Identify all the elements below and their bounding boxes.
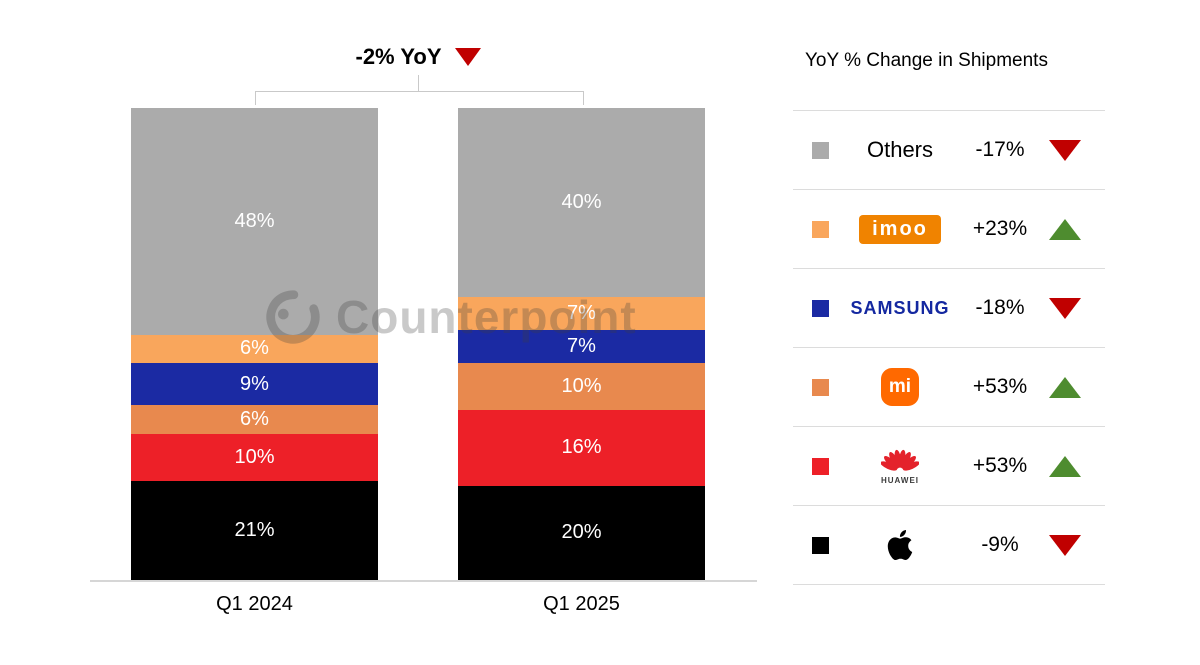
legend-row-apple: -9% xyxy=(793,505,1105,585)
segment-value-label: 7% xyxy=(567,301,596,324)
segment-value-label: 10% xyxy=(561,374,602,397)
legend-trend-cell xyxy=(1035,218,1095,240)
legend-title: YoY % Change in Shipments xyxy=(805,50,1048,71)
legend-change-xiaomi: +53% xyxy=(972,375,1028,398)
legend-change-samsung: -18% xyxy=(975,296,1025,319)
segment-huawei-q1-2025: 16% xyxy=(458,410,705,486)
segment-apple-q1-2024: 21% xyxy=(131,480,378,580)
legend-swatch-xiaomi xyxy=(812,378,829,396)
segment-imoo-q1-2024: 6% xyxy=(131,334,378,363)
segment-value-label: 40% xyxy=(561,190,602,213)
legend-change-imoo: +23% xyxy=(972,217,1028,240)
bracket-line xyxy=(255,91,584,105)
legend-swatch-samsung xyxy=(812,299,829,317)
up-triangle-icon xyxy=(1049,218,1081,240)
legend-brand-samsung: SAMSUNG xyxy=(835,298,965,319)
segment-value-label: 7% xyxy=(567,334,596,357)
segment-value-label: 9% xyxy=(240,372,269,395)
legend-row-imoo: imoo +23% xyxy=(793,189,1105,268)
apple-logo-icon xyxy=(887,530,913,560)
legend-row-others: Others -17% xyxy=(793,110,1105,189)
imoo-logo: imoo xyxy=(859,214,941,244)
segment-xiaomi-q1-2024: 6% xyxy=(131,405,378,434)
down-triangle-icon xyxy=(1049,139,1081,161)
stacked-bar-q1-2025: 40% 7% 7% 10% 16% 20% xyxy=(458,108,705,580)
legend-brand-xiaomi: mi xyxy=(835,368,965,406)
legend-brand-apple xyxy=(835,530,965,560)
segment-apple-q1-2025: 20% xyxy=(458,485,705,580)
legend-trend-cell xyxy=(1035,534,1095,556)
legend-swatch-huawei xyxy=(812,457,829,475)
brand-label: Others xyxy=(866,137,934,162)
legend-swatch-others xyxy=(812,141,829,159)
legend-brand-imoo: imoo xyxy=(835,214,965,244)
legend-row-samsung: SAMSUNG -18% xyxy=(793,268,1105,347)
huawei-wordmark: HUAWEI xyxy=(881,475,919,485)
segment-value-label: 6% xyxy=(240,407,269,430)
category-label-q1-2024: Q1 2024 xyxy=(216,593,293,615)
legend-row-xiaomi: mi +53% xyxy=(793,347,1105,426)
down-triangle-icon xyxy=(1049,534,1081,556)
legend-change-apple: -9% xyxy=(981,533,1019,556)
bracket-stem-line xyxy=(418,75,419,91)
legend-brand-others: Others xyxy=(835,137,965,163)
segment-value-label: 16% xyxy=(561,436,602,459)
legend-brand-huawei: HUAWEI xyxy=(835,448,965,485)
segment-value-label: 10% xyxy=(234,445,275,468)
segment-value-label: 48% xyxy=(234,209,275,232)
segment-value-label: 20% xyxy=(561,521,602,544)
down-triangle-icon xyxy=(1049,297,1081,319)
segment-xiaomi-q1-2025: 10% xyxy=(458,362,705,411)
legend-rows-host: Others -17% imoo +23% SAMSUNG -18% mi +53% HUAWE… xyxy=(793,110,1105,585)
samsung-logo: SAMSUNG xyxy=(850,297,950,318)
down-triangle-icon xyxy=(454,48,481,66)
legend-trend-cell xyxy=(1035,376,1095,398)
legend-change-others: -17% xyxy=(975,138,1025,161)
legend-trend-cell xyxy=(1035,139,1095,161)
legend-swatch-apple xyxy=(812,536,829,554)
legend-change-huawei: +53% xyxy=(972,454,1028,477)
chart-yoy-title: -2% YoY xyxy=(258,44,578,70)
segment-others-q1-2024: 48% xyxy=(131,108,378,335)
segment-others-q1-2025: 40% xyxy=(458,108,705,297)
segment-value-label: 21% xyxy=(234,518,275,541)
x-axis-line xyxy=(90,580,757,582)
segment-value-label: 6% xyxy=(240,337,269,360)
category-label-q1-2025: Q1 2025 xyxy=(543,593,620,615)
legend-row-huawei: HUAWEI +53% xyxy=(793,426,1105,505)
up-triangle-icon xyxy=(1049,455,1081,477)
legend-trend-cell xyxy=(1035,297,1095,319)
huawei-flower-icon xyxy=(881,449,919,471)
segment-huawei-q1-2024: 10% xyxy=(131,433,378,481)
stacked-bar-q1-2024: 48% 6% 9% 6% 10% 21% xyxy=(131,108,378,580)
segment-imoo-q1-2025: 7% xyxy=(458,296,705,330)
xiaomi-mi-logo: mi xyxy=(881,368,919,406)
segment-samsung-q1-2025: 7% xyxy=(458,329,705,363)
legend-swatch-imoo xyxy=(812,220,829,238)
yoy-title-label: -2% YoY xyxy=(355,44,442,69)
legend-panel: YoY % Change in Shipments Others -17% imoo… xyxy=(793,40,1105,585)
up-triangle-icon xyxy=(1049,376,1081,398)
legend-trend-cell xyxy=(1035,455,1095,477)
segment-samsung-q1-2024: 9% xyxy=(131,362,378,406)
